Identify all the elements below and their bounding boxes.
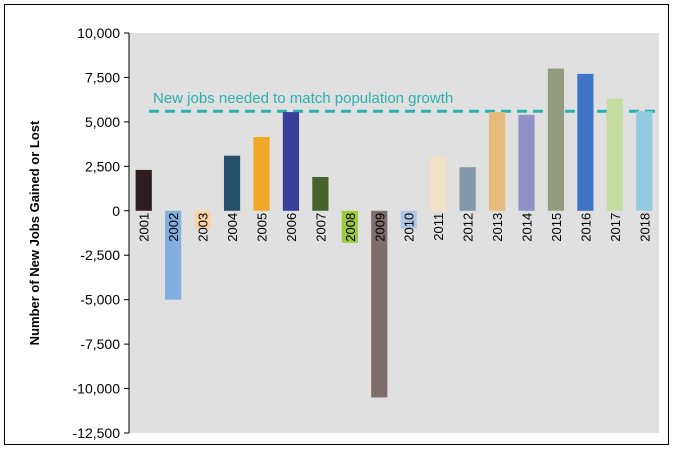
bar-2010 bbox=[400, 210, 417, 229]
y-tick-label: 10,000 bbox=[77, 25, 120, 41]
bar-2008 bbox=[341, 210, 358, 243]
x-tick-label: 2007 bbox=[313, 213, 328, 242]
bar-2004 bbox=[223, 155, 241, 211]
x-tick-labels: 2001 2002 2003 2004 2005 2006 2007 2008 2009 2010… bbox=[137, 213, 653, 242]
bar-2009 bbox=[371, 210, 388, 398]
x-tick-label: 2011 bbox=[431, 213, 446, 241]
reference-line-group: New jobs needed to match population grow… bbox=[149, 90, 655, 113]
bar-2017 bbox=[606, 98, 623, 211]
bar-2018 bbox=[636, 111, 653, 211]
bar-2006 bbox=[282, 112, 300, 211]
y-axis: 10,000 7,500 5,000 2,500 0 -2,500 -5,000 -7,500… bbox=[73, 25, 130, 441]
x-tick-label: 2008 bbox=[343, 213, 358, 242]
bar-2015 bbox=[547, 68, 565, 211]
bar-2005 bbox=[253, 137, 270, 211]
y-tick-label: 5,000 bbox=[85, 114, 120, 130]
x-tick-label: 2018 bbox=[637, 213, 652, 242]
y-tick-label: 0 bbox=[112, 203, 120, 219]
y-tick-label: -2,500 bbox=[80, 247, 120, 263]
bar-2003 bbox=[194, 210, 211, 229]
x-tick-label: 2002 bbox=[166, 213, 181, 242]
reference-line-label: New jobs needed to match population grow… bbox=[153, 90, 453, 107]
x-tick-label: 2013 bbox=[490, 213, 505, 242]
plot-area bbox=[129, 33, 659, 433]
x-tick-label: 2006 bbox=[284, 213, 299, 242]
bar-2007 bbox=[312, 177, 329, 211]
y-tick-label: -12,500 bbox=[73, 425, 121, 441]
x-tick-label: 2009 bbox=[372, 213, 387, 242]
x-tick-label: 2004 bbox=[225, 213, 240, 242]
x-tick-label: 2015 bbox=[549, 213, 564, 242]
x-tick-label: 2005 bbox=[255, 213, 270, 242]
y-tick-label: 2,500 bbox=[85, 158, 120, 174]
y-tick-label: -10,000 bbox=[73, 381, 121, 397]
x-tick-label: 2012 bbox=[461, 213, 476, 242]
x-tick-label: 2017 bbox=[608, 213, 623, 242]
bar-2012 bbox=[459, 167, 476, 211]
chart-frame: New jobs needed to match population grow… bbox=[4, 4, 669, 445]
bar-chart: New jobs needed to match population grow… bbox=[27, 25, 659, 441]
x-tick-label: 2001 bbox=[137, 213, 152, 242]
x-tick-label: 2016 bbox=[578, 213, 593, 242]
y-tick-label: -5,000 bbox=[80, 292, 120, 308]
bars bbox=[135, 68, 653, 398]
bar-2014 bbox=[518, 114, 535, 211]
bar-2013 bbox=[488, 112, 506, 211]
y-axis-label: Number of New Jobs Gained or Lost bbox=[27, 120, 42, 345]
x-tick-label: 2010 bbox=[402, 213, 417, 242]
bar-2002 bbox=[165, 210, 182, 300]
bar-2016 bbox=[577, 73, 594, 211]
x-tick-label: 2014 bbox=[520, 213, 535, 242]
bar-2001 bbox=[135, 169, 152, 211]
y-tick-label: 7,500 bbox=[85, 69, 120, 85]
bar-2011 bbox=[430, 156, 447, 211]
x-tick-label: 2003 bbox=[196, 213, 211, 242]
y-tick-label: -7,500 bbox=[80, 336, 120, 352]
